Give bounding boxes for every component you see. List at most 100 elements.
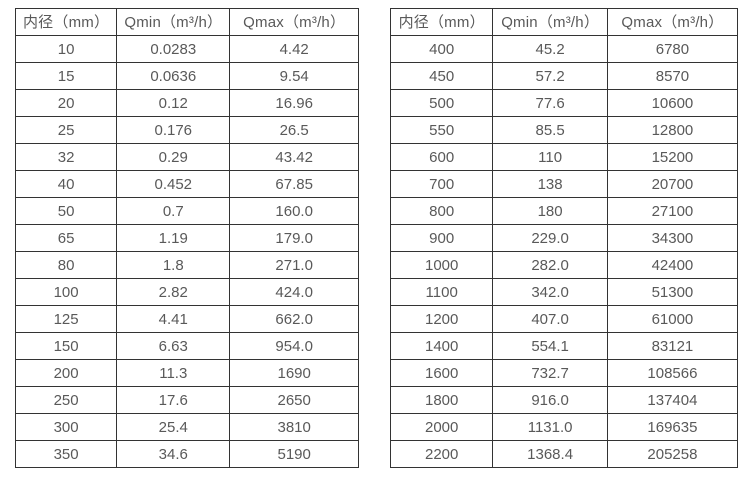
table-row: 125 4.41 662.0 [14, 305, 359, 333]
table-cell: 137404 [606, 386, 739, 414]
column-header: Qmin（m³/h） [116, 8, 231, 36]
table-cell: 51300 [606, 278, 739, 306]
table-cell: 67.85 [229, 170, 359, 198]
table-cell: 15200 [606, 143, 739, 171]
table-cell: 554.1 [492, 332, 608, 360]
table-row: 900 229.0 34300 [389, 224, 739, 252]
table-cell: 1131.0 [492, 413, 608, 441]
table-cell: 0.7 [116, 197, 231, 225]
table-row: 50 0.7 160.0 [14, 197, 359, 225]
table-cell: 407.0 [492, 305, 608, 333]
table-cell: 160.0 [229, 197, 359, 225]
table-cell: 20700 [606, 170, 739, 198]
table-cell: 125 [14, 305, 118, 333]
flow-rate-table-right: 内径（mm） Qmin（m³/h） Qmax（m³/h） 400 45.2 6780 450… [389, 8, 739, 468]
table-cell: 80 [14, 251, 118, 279]
table-row: 250 17.6 2650 [14, 386, 359, 414]
table-cell: 1200 [389, 305, 494, 333]
table-cell: 424.0 [229, 278, 359, 306]
table-cell: 954.0 [229, 332, 359, 360]
table-cell: 3810 [229, 413, 359, 441]
table-cell: 34300 [606, 224, 739, 252]
table-cell: 200 [14, 359, 118, 387]
table-cell: 8570 [606, 62, 739, 90]
table-cell: 83121 [606, 332, 739, 360]
table-cell: 16.96 [229, 89, 359, 117]
table-cell: 179.0 [229, 224, 359, 252]
table-row: 700 138 20700 [389, 170, 739, 198]
table-cell: 9.54 [229, 62, 359, 90]
table-cell: 10 [14, 35, 118, 63]
table-cell: 85.5 [492, 116, 608, 144]
table-cell: 65 [14, 224, 118, 252]
table-cell: 1100 [389, 278, 494, 306]
table-cell: 550 [389, 116, 494, 144]
table-row: 200 11.3 1690 [14, 359, 359, 387]
table-row: 450 57.2 8570 [389, 62, 739, 90]
table-cell: 20 [14, 89, 118, 117]
table-cell: 32 [14, 143, 118, 171]
table-row: 1600 732.7 108566 [389, 359, 739, 387]
table-cell: 0.452 [116, 170, 231, 198]
table-cell: 10600 [606, 89, 739, 117]
table-row: 150 6.63 954.0 [14, 332, 359, 360]
table-row: 20 0.12 16.96 [14, 89, 359, 117]
table-cell: 43.42 [229, 143, 359, 171]
table-cell: 110 [492, 143, 608, 171]
table-cell: 180 [492, 197, 608, 225]
column-header: 内径（mm） [14, 8, 118, 36]
table-cell: 50 [14, 197, 118, 225]
table-cell: 2200 [389, 440, 494, 468]
column-header: Qmin（m³/h） [492, 8, 608, 36]
table-row: 2000 1131.0 169635 [389, 413, 739, 441]
table-row: 40 0.452 67.85 [14, 170, 359, 198]
table-cell: 342.0 [492, 278, 608, 306]
table-cell: 150 [14, 332, 118, 360]
table-row: 1400 554.1 83121 [389, 332, 739, 360]
table-cell: 0.0283 [116, 35, 231, 63]
table-cell: 77.6 [492, 89, 608, 117]
table-cell: 40 [14, 170, 118, 198]
table-cell: 732.7 [492, 359, 608, 387]
table-row: 1800 916.0 137404 [389, 386, 739, 414]
table-row: 500 77.6 10600 [389, 89, 739, 117]
table-cell: 900 [389, 224, 494, 252]
table-row: 32 0.29 43.42 [14, 143, 359, 171]
table-cell: 205258 [606, 440, 739, 468]
table-cell: 500 [389, 89, 494, 117]
column-header: Qmax（m³/h） [229, 8, 359, 36]
table-cell: 2650 [229, 386, 359, 414]
header-row: 内径（mm） Qmin（m³/h） Qmax（m³/h） [14, 8, 359, 36]
table-cell: 1400 [389, 332, 494, 360]
table-row: 100 2.82 424.0 [14, 278, 359, 306]
table-cell: 34.6 [116, 440, 231, 468]
table-cell: 57.2 [492, 62, 608, 90]
table-cell: 25 [14, 116, 118, 144]
table-row: 65 1.19 179.0 [14, 224, 359, 252]
column-header: 内径（mm） [389, 8, 494, 36]
table-cell: 0.12 [116, 89, 231, 117]
table-row: 2200 1368.4 205258 [389, 440, 739, 468]
table-row: 15 0.0636 9.54 [14, 62, 359, 90]
table-cell: 4.42 [229, 35, 359, 63]
table-cell: 1.19 [116, 224, 231, 252]
table-cell: 0.29 [116, 143, 231, 171]
table-row: 800 180 27100 [389, 197, 739, 225]
table-cell: 11.3 [116, 359, 231, 387]
table-row: 400 45.2 6780 [389, 35, 739, 63]
table-cell: 600 [389, 143, 494, 171]
table-cell: 916.0 [492, 386, 608, 414]
table-cell: 1600 [389, 359, 494, 387]
table-cell: 800 [389, 197, 494, 225]
column-header: Qmax（m³/h） [606, 8, 739, 36]
table-cell: 26.5 [229, 116, 359, 144]
table-row: 10 0.0283 4.42 [14, 35, 359, 63]
table-cell: 17.6 [116, 386, 231, 414]
table-cell: 350 [14, 440, 118, 468]
table-cell: 0.176 [116, 116, 231, 144]
table-cell: 1.8 [116, 251, 231, 279]
table-row: 1000 282.0 42400 [389, 251, 739, 279]
table-row: 80 1.8 271.0 [14, 251, 359, 279]
table-cell: 45.2 [492, 35, 608, 63]
